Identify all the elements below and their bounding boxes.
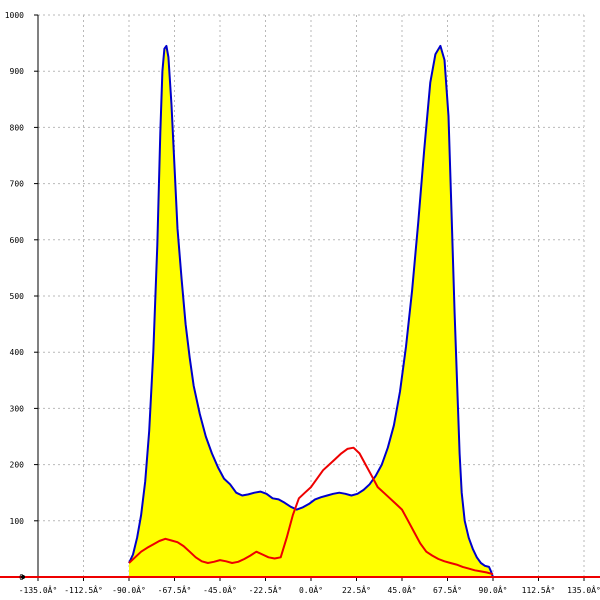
series-0-line (128, 44, 494, 578)
y-tick-label: 300 (10, 404, 25, 413)
axes (0, 14, 600, 581)
x-tick-label: -45.0Â° (203, 584, 237, 595)
x-tick-label: 112.5Â° (522, 584, 556, 595)
y-tick-label: 200 (10, 461, 25, 470)
x-tick-label: -67.5Â° (158, 584, 192, 595)
x-tick-label: -90.0Â° (112, 584, 146, 595)
x-tick-label: 45.0Â° (388, 584, 417, 595)
y-tick-label: 900 (10, 67, 25, 76)
origin-marker (21, 575, 25, 579)
y-tick-label: 800 (10, 123, 25, 132)
y-tick-label: 700 (10, 180, 25, 189)
y-tick-label: 500 (10, 292, 25, 301)
y-tick-label: 100 (10, 517, 25, 526)
x-tick-label: 135.0Â° (567, 584, 600, 595)
x-tick-label: 90.0Â° (479, 584, 508, 595)
y-tick-label: 0 (19, 573, 24, 582)
x-tick-label: 67.5Â° (433, 584, 462, 595)
x-tick-label: -112.5Â° (64, 584, 103, 595)
y-tick-label: 600 (10, 236, 25, 245)
series-layer (128, 44, 494, 578)
grid (37, 14, 585, 577)
x-tick-label: 0.0Â° (299, 584, 323, 595)
series-1-line (128, 446, 494, 576)
y-tick-label: 1000 (5, 11, 24, 20)
tick-labels: -135.0Â° -112.5Â° -90.0Â° -67.5Â° -45.0Â° -22… (5, 11, 600, 595)
series-0-area (129, 45, 493, 577)
x-tick-label: -135.0Â° (19, 584, 58, 595)
x-tick-label: 22.5Â° (342, 584, 371, 595)
x-tick-label: -22.5Â° (249, 584, 283, 595)
y-tick-label: 400 (10, 348, 25, 357)
